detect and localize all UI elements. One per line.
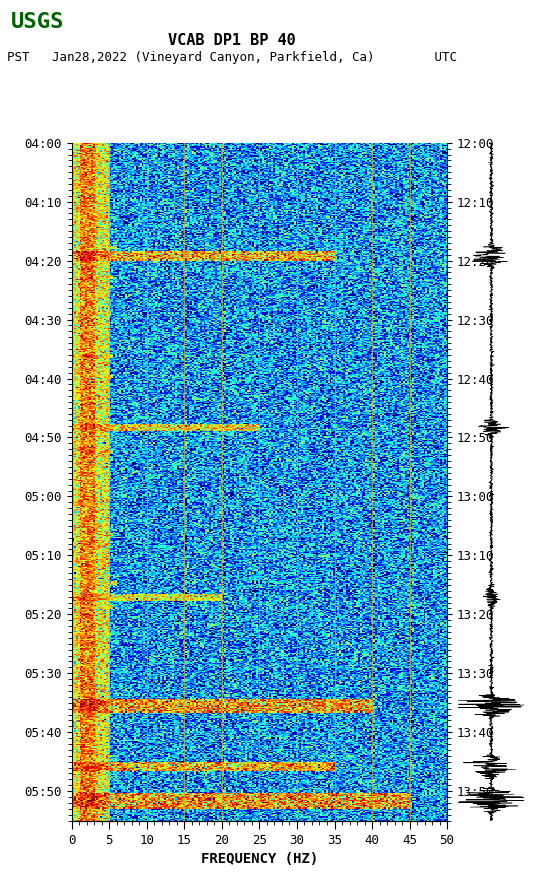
Text: USGS: USGS [11, 12, 65, 32]
Text: PST   Jan28,2022 (Vineyard Canyon, Parkfield, Ca)        UTC: PST Jan28,2022 (Vineyard Canyon, Parkfie… [7, 52, 457, 64]
X-axis label: FREQUENCY (HZ): FREQUENCY (HZ) [201, 853, 318, 866]
Text: VCAB DP1 BP 40: VCAB DP1 BP 40 [168, 33, 296, 47]
